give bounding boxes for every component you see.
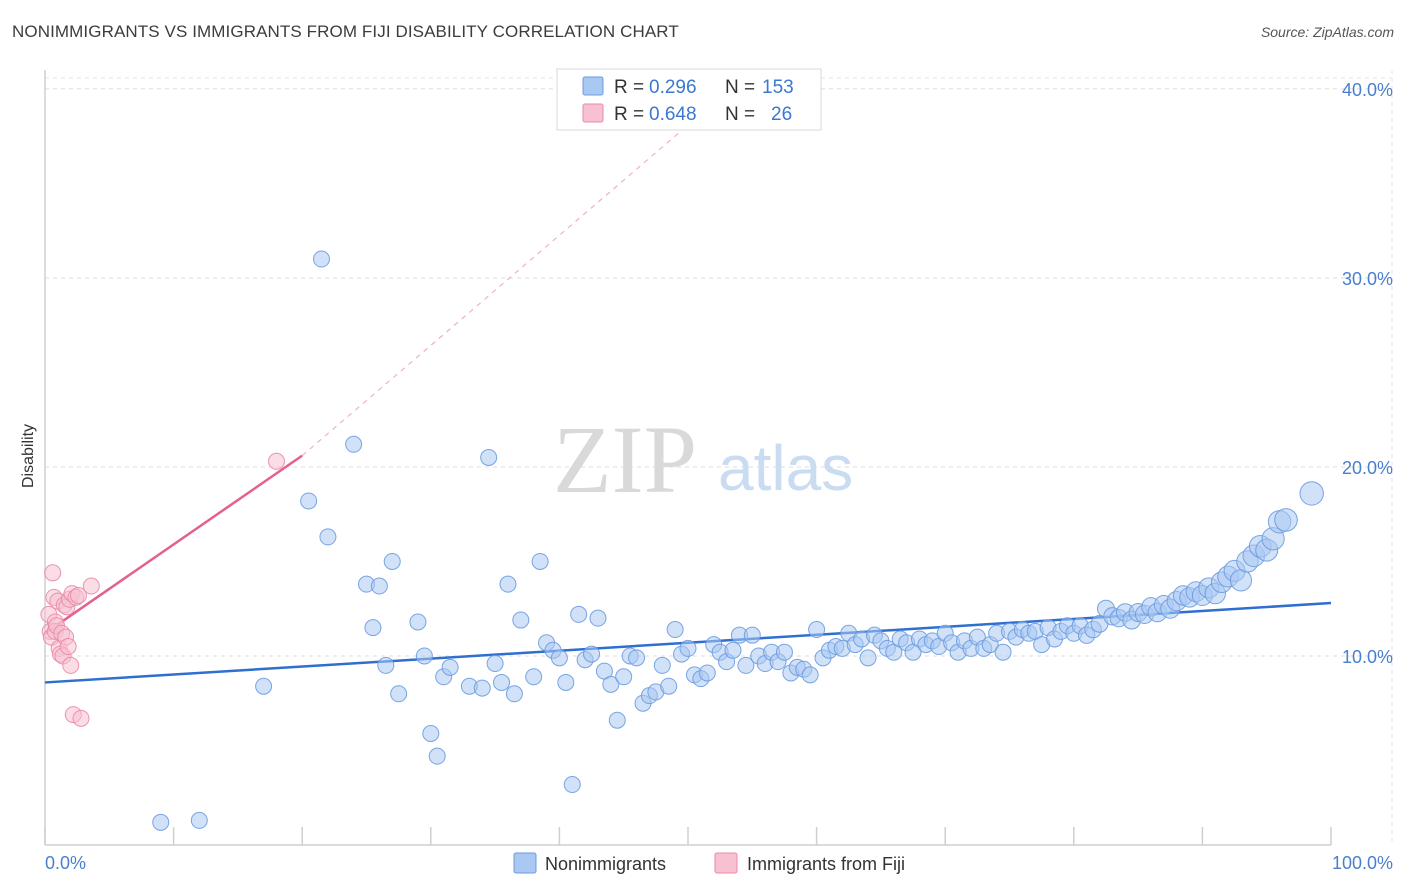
bottom-legend-swatch-fiji (714, 852, 738, 874)
point-fiji (267, 452, 285, 470)
x-tick-label: 100.0% (1332, 853, 1393, 873)
point-nonimmigrants (628, 649, 646, 667)
point-nonimmigrants (499, 575, 517, 593)
chart-title: NONIMMIGRANTS VS IMMIGRANTS FROM FIJI DI… (12, 22, 679, 41)
legend-r-value: 0.296 (649, 77, 697, 98)
point-nonimmigrants (724, 641, 742, 659)
point-nonimmigrants (370, 577, 388, 595)
point-nonimmigrants (615, 668, 633, 686)
point-nonimmigrants (409, 613, 427, 631)
legend-n-value: 26 (771, 104, 792, 125)
point-nonimmigrants (602, 675, 620, 693)
point-nonimmigrants (859, 649, 877, 667)
legend-r-label: R = (614, 77, 644, 98)
legend-r-value: 0.648 (649, 104, 697, 125)
legend-swatch-nonimmigrants (582, 76, 604, 96)
point-nonimmigrants (660, 677, 678, 695)
point-nonimmigrants (679, 639, 697, 657)
point-nonimmigrants (152, 813, 170, 831)
stats-legend: R = 0.296 N = 153 R = 0.648 N = 26 (556, 68, 822, 131)
data-points (40, 250, 1324, 831)
point-nonimmigrants (415, 647, 433, 665)
y-tick-labels: 10.0% 20.0% 30.0% 40.0% (1342, 80, 1393, 667)
point-nonimmigrants (583, 645, 601, 663)
point-nonimmigrants (441, 658, 459, 676)
point-nonimmigrants (1229, 569, 1253, 592)
source-label: Source: ZipAtlas.com (1260, 24, 1394, 40)
point-nonimmigrants (589, 609, 607, 627)
point-nonimmigrants (319, 528, 337, 546)
watermark-atlas: atlas (718, 432, 853, 504)
point-nonimmigrants (390, 685, 408, 703)
point-nonimmigrants (505, 685, 523, 703)
bottom-legend-label-fiji: Immigrants from Fiji (747, 854, 905, 874)
point-nonimmigrants (383, 552, 401, 570)
bottom-legend-label-nonimmigrants: Nonimmigrants (545, 854, 666, 874)
x-tick-labels: 0.0% 100.0% (45, 853, 1393, 873)
y-tick-label: 20.0% (1342, 458, 1393, 478)
point-nonimmigrants (480, 449, 498, 466)
point-nonimmigrants (345, 435, 363, 453)
trend-lines (44, 69, 1332, 684)
point-fiji (59, 638, 77, 656)
point-nonimmigrants (525, 668, 543, 686)
point-nonimmigrants (255, 677, 273, 695)
watermark-zip: ZIP (553, 406, 697, 513)
y-axis-label: Disability (20, 424, 37, 488)
point-fiji (82, 577, 100, 595)
point-nonimmigrants (801, 666, 819, 684)
point-nonimmigrants (422, 724, 440, 742)
legend-n-label: N = (725, 104, 755, 125)
axes (44, 70, 1332, 846)
point-nonimmigrants (775, 643, 793, 661)
point-nonimmigrants (737, 656, 755, 674)
point-fiji (44, 564, 62, 582)
point-nonimmigrants (1299, 481, 1324, 506)
point-nonimmigrants (531, 552, 549, 570)
x-tick-label: 0.0% (45, 853, 86, 873)
point-nonimmigrants (563, 776, 581, 794)
point-nonimmigrants (743, 626, 761, 644)
point-nonimmigrants (300, 492, 318, 510)
point-nonimmigrants (377, 656, 395, 674)
legend-swatch-fiji (582, 103, 604, 123)
point-nonimmigrants (557, 673, 575, 691)
trend-line-fiji (44, 454, 303, 635)
point-nonimmigrants (608, 711, 626, 729)
point-nonimmigrants (1274, 508, 1298, 532)
point-nonimmigrants (428, 747, 446, 765)
point-nonimmigrants (493, 673, 511, 691)
series-legend: Nonimmigrants Immigrants from Fiji (513, 852, 905, 874)
point-nonimmigrants (666, 621, 684, 639)
point-nonimmigrants (808, 621, 826, 639)
point-nonimmigrants (994, 643, 1012, 661)
point-nonimmigrants (190, 811, 208, 829)
point-nonimmigrants (512, 611, 530, 629)
legend-n-label: N = (725, 77, 755, 98)
point-nonimmigrants (570, 605, 588, 623)
point-fiji (69, 586, 87, 604)
point-nonimmigrants (550, 649, 568, 667)
point-nonimmigrants (698, 664, 716, 682)
point-fiji (72, 709, 90, 727)
trend-line-fiji-extension (301, 69, 753, 457)
point-nonimmigrants (312, 250, 330, 268)
legend-n-value: 153 (762, 77, 794, 98)
point-nonimmigrants (364, 619, 382, 637)
point-nonimmigrants (473, 679, 491, 697)
y-tick-label: 10.0% (1342, 647, 1393, 667)
point-nonimmigrants (653, 656, 671, 674)
y-tick-label: 40.0% (1342, 80, 1393, 100)
point-fiji (62, 656, 80, 674)
y-tick-label: 30.0% (1342, 269, 1393, 289)
bottom-legend-swatch-nonimmigrants (513, 852, 537, 874)
point-nonimmigrants (486, 655, 504, 673)
legend-r-label: R = (614, 104, 644, 125)
